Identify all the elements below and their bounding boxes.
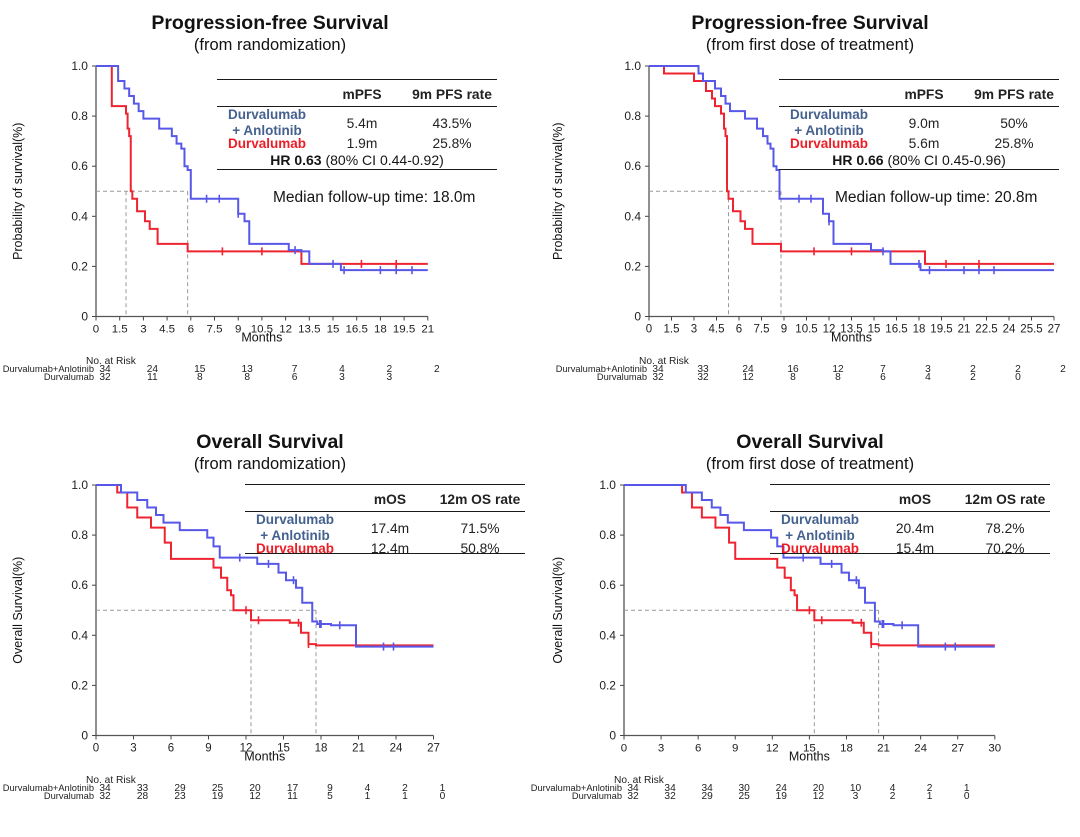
svg-text:0: 0 (81, 309, 88, 323)
svg-text:6: 6 (168, 743, 174, 755)
svg-text:21: 21 (877, 742, 890, 754)
svg-text:1.0: 1.0 (624, 59, 641, 73)
svg-text:0.4: 0.4 (71, 209, 88, 223)
svg-text:30: 30 (988, 742, 1000, 754)
svg-text:0: 0 (93, 743, 99, 755)
svg-text:0: 0 (621, 742, 627, 754)
svg-text:3: 3 (691, 324, 697, 336)
svg-text:0: 0 (634, 310, 641, 324)
svg-text:25.5: 25.5 (1020, 324, 1042, 336)
svg-text:7.5: 7.5 (207, 323, 223, 335)
svg-text:16.5: 16.5 (885, 324, 907, 336)
svg-text:Probability of survival(%): Probability of survival(%) (11, 123, 25, 260)
svg-text:9: 9 (205, 743, 211, 755)
svg-text:Months: Months (789, 749, 830, 763)
svg-text:24: 24 (390, 743, 403, 755)
svg-text:Months: Months (241, 330, 282, 344)
svg-text:Probability of survival(%): Probability of survival(%) (551, 122, 565, 260)
svg-text:0.2: 0.2 (624, 259, 641, 273)
svg-text:9: 9 (732, 742, 738, 754)
svg-text:6: 6 (188, 323, 194, 335)
svg-text:4.5: 4.5 (159, 323, 175, 335)
svg-text:0.2: 0.2 (71, 259, 88, 273)
svg-text:1.0: 1.0 (599, 478, 616, 492)
svg-text:18: 18 (840, 742, 853, 754)
svg-text:27: 27 (1048, 324, 1060, 336)
svg-text:27: 27 (427, 743, 439, 755)
svg-text:0.6: 0.6 (624, 159, 641, 173)
svg-text:Overall Survival(%): Overall Survival(%) (11, 557, 25, 664)
svg-text:10.5: 10.5 (795, 324, 817, 336)
svg-text:18: 18 (913, 324, 926, 336)
svg-text:21: 21 (421, 323, 433, 335)
svg-text:Overall Survival(%): Overall Survival(%) (551, 557, 565, 664)
svg-text:0.8: 0.8 (624, 109, 641, 123)
svg-text:0.4: 0.4 (71, 628, 88, 642)
svg-text:3: 3 (130, 743, 136, 755)
svg-text:3: 3 (140, 323, 146, 335)
svg-text:0.6: 0.6 (599, 578, 616, 592)
svg-text:24: 24 (914, 742, 927, 754)
svg-text:4.5: 4.5 (709, 324, 725, 336)
svg-text:0: 0 (81, 729, 88, 743)
svg-text:3: 3 (658, 742, 664, 754)
svg-text:9: 9 (235, 323, 241, 335)
svg-text:6: 6 (695, 742, 701, 754)
svg-text:0.8: 0.8 (71, 109, 88, 123)
svg-text:12: 12 (766, 742, 779, 754)
svg-text:0.2: 0.2 (71, 678, 88, 692)
svg-text:Months: Months (831, 331, 872, 345)
svg-text:0.2: 0.2 (599, 678, 616, 692)
svg-text:0.6: 0.6 (71, 159, 88, 173)
svg-text:1.5: 1.5 (664, 324, 680, 336)
svg-text:18: 18 (315, 743, 328, 755)
svg-text:0.4: 0.4 (624, 209, 641, 223)
svg-text:1.5: 1.5 (112, 323, 128, 335)
svg-text:16.5: 16.5 (346, 323, 368, 335)
svg-text:6: 6 (736, 324, 742, 336)
svg-text:0: 0 (93, 323, 99, 335)
svg-text:15: 15 (327, 323, 340, 335)
svg-text:Months: Months (244, 750, 285, 764)
svg-text:9: 9 (781, 324, 787, 336)
svg-text:0.8: 0.8 (71, 528, 88, 542)
svg-text:0: 0 (646, 324, 652, 336)
svg-text:22.5: 22.5 (975, 324, 997, 336)
svg-text:18: 18 (374, 323, 387, 335)
svg-text:0.4: 0.4 (599, 628, 616, 642)
svg-text:7.5: 7.5 (754, 324, 770, 336)
svg-text:19.5: 19.5 (930, 324, 952, 336)
svg-text:0.8: 0.8 (599, 528, 616, 542)
svg-text:1.0: 1.0 (71, 478, 88, 492)
svg-text:0: 0 (609, 728, 616, 742)
svg-text:21: 21 (352, 743, 365, 755)
svg-text:0.6: 0.6 (71, 578, 88, 592)
svg-text:21: 21 (958, 324, 971, 336)
svg-text:13.5: 13.5 (298, 323, 320, 335)
svg-text:19.5: 19.5 (393, 323, 415, 335)
svg-text:24: 24 (1003, 324, 1016, 336)
svg-text:1.0: 1.0 (71, 59, 88, 73)
svg-text:27: 27 (951, 742, 964, 754)
